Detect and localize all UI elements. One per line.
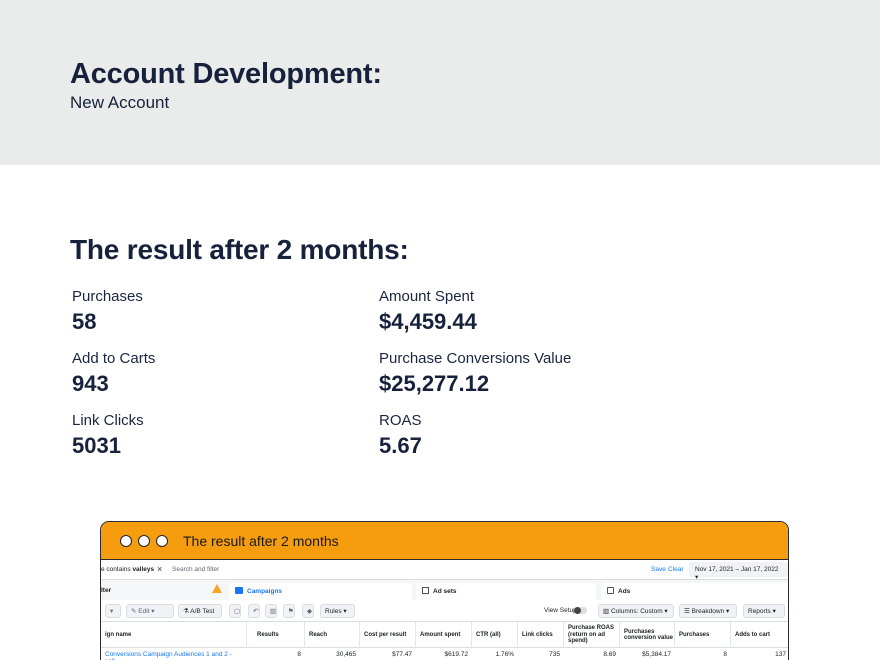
metric-value: $25,277.12 [379,371,490,396]
columns-icon: ▥ [603,608,610,615]
col-header-link-clicks[interactable]: Link clicks [518,622,564,648]
cell-conversion-value: $5,384.17 [642,651,671,658]
col-header-name[interactable]: ign name [101,622,247,648]
ad-icon [607,587,614,594]
cell-ctr: 1.76% [495,651,514,658]
undo-icon[interactable]: ↶ [248,604,260,618]
screenshot-window: The result after 2 months e contains val… [100,521,789,660]
cell-purchases: 8 [723,651,727,658]
tabs-row: lter Campaigns Ad sets Ads [101,580,788,600]
cell-amount-spent: $619.72 [444,651,469,658]
columns-label: Columns: Custom [610,608,663,615]
metric-label: Add to Carts [72,350,156,367]
view-setup-toggle[interactable] [574,607,587,614]
columns-button[interactable]: ▥ Columns: Custom ▾ [598,604,674,618]
close-icon[interactable]: × [157,564,163,574]
tab-ad-sets[interactable]: Ad sets [416,583,596,600]
dropdown-button[interactable]: ▾ [105,604,121,618]
metric-label: ROAS [379,412,422,429]
tab-ads[interactable]: Ads [601,583,788,600]
edit-button[interactable]: ✎ Edit ▾ [126,604,174,618]
date-range-picker[interactable]: Nov 17, 2021 – Jan 17, 2022 ▾ [689,562,788,581]
col-header-cost-per-result[interactable]: Cost per result [360,622,416,648]
col-header-ctr[interactable]: CTR (all) [472,622,518,648]
table-header: ign name Results Reach Cost per result A… [101,622,788,648]
page-title: Account Development: [70,58,382,90]
delete-icon[interactable]: ▥ [265,604,277,618]
col-header-roas[interactable]: Purchase ROAS (return on ad spend) [564,622,620,648]
cell-link-clicks: 735 [549,651,560,658]
ab-test-label: A/B Test [190,608,215,615]
col-header-conversion-value[interactable]: Purchases conversion value [620,622,675,648]
window-dot-icon[interactable] [156,535,168,547]
metric-value: 5.67 [379,433,422,458]
col-header-adds-to-cart[interactable]: Adds to cart [731,622,788,648]
metric-label: Amount Spent [379,288,475,305]
save-link[interactable]: Save [651,566,666,573]
filter-chip[interactable]: e contains valleys [101,566,154,573]
cell-adds-to-cart: 137 [775,651,786,658]
rules-button[interactable]: Rules ▾ [320,604,355,618]
cell-roas: 8.69 [603,651,616,658]
metric-label: Link Clicks [72,412,144,429]
filter-chip-value: valleys [132,566,155,573]
ads-manager-view: e contains valleys × Search and filter S… [101,560,788,660]
metric-amount-spent: Amount Spent $4,459.44 [379,288,477,336]
reports-button[interactable]: Reports ▾ [743,604,785,618]
metric-value: 943 [72,371,109,396]
duplicate-icon[interactable]: ▢ [229,604,241,618]
col-header-purchases[interactable]: Purchases [675,622,731,648]
tab-label: Ad sets [433,588,457,595]
metric-value: 58 [72,309,97,334]
filter-chip-prefix: e contains [101,566,133,573]
window-title: The result after 2 months [183,533,339,549]
window-title-bar: The result after 2 months [101,522,788,560]
metric-add-to-carts: Add to Carts 943 [72,350,155,398]
cell-cost-per-result: $77.47 [392,651,412,658]
clear-link[interactable]: Clear [668,566,684,573]
toolbar: ▾ ✎ Edit ▾ ⚗ A/B Test ▢ ↶ ▥ ⚑ ◆ Rules ▾ … [101,600,788,622]
cell-reach: 30,465 [336,651,356,658]
filter-row: e contains valleys × Search and filter S… [101,560,788,581]
results-heading: The result after 2 months: [70,234,409,265]
reports-label: Reports [748,608,771,615]
breakdown-label: Breakdown [691,608,725,615]
breakdown-icon: ☰ [684,608,690,615]
metric-value: 5031 [72,433,121,458]
view-setup-label: View Setup [544,607,577,614]
metric-label: Purchases [72,288,143,305]
chevron-down-icon: ▾ [695,574,699,581]
date-range-text: Nov 17, 2021 – Jan 17, 2022 [695,566,779,573]
metric-purchases: Purchases 58 [72,288,143,336]
tag-icon[interactable]: ◆ [302,604,314,618]
table-row[interactable]: Conversions Campaign Audiences 1 and 2 -… [101,648,788,660]
col-header-amount-spent[interactable]: Amount spent [416,622,472,648]
col-header-reach[interactable]: Reach [305,622,360,648]
edit-label: Edit [138,608,150,615]
warning-icon [212,584,222,593]
rules-label: Rules [325,608,342,615]
tab-campaigns[interactable]: Campaigns [229,583,412,600]
search-input[interactable]: Search and filter [172,566,220,573]
flag-icon[interactable]: ⚑ [283,604,295,618]
tab-label: Ads [618,588,631,595]
metric-purchase-conversions-value: Purchase Conversions Value $25,277.12 [379,350,571,398]
ab-test-button[interactable]: ⚗ A/B Test [178,604,222,618]
header-band [0,0,880,165]
tab-label: Campaigns [247,588,283,595]
filter-tab-label: lter [101,587,112,594]
window-dot-icon[interactable] [138,535,150,547]
cell-results: 8 [297,651,301,658]
metric-label: Purchase Conversions Value [379,350,572,367]
breakdown-button[interactable]: ☰ Breakdown ▾ [679,604,737,618]
metric-link-clicks: Link Clicks 5031 [72,412,144,460]
campaign-name-link[interactable]: Conversions Campaign Audiences 1 and 2 -… [105,651,232,660]
window-dot-icon[interactable] [120,535,132,547]
folder-icon [235,587,243,594]
metric-value: $4,459.44 [379,309,477,334]
page-subtitle: New Account [70,93,170,112]
col-header-results[interactable]: Results [253,622,305,648]
grid-icon [422,587,429,594]
metric-roas: ROAS 5.67 [379,412,422,460]
